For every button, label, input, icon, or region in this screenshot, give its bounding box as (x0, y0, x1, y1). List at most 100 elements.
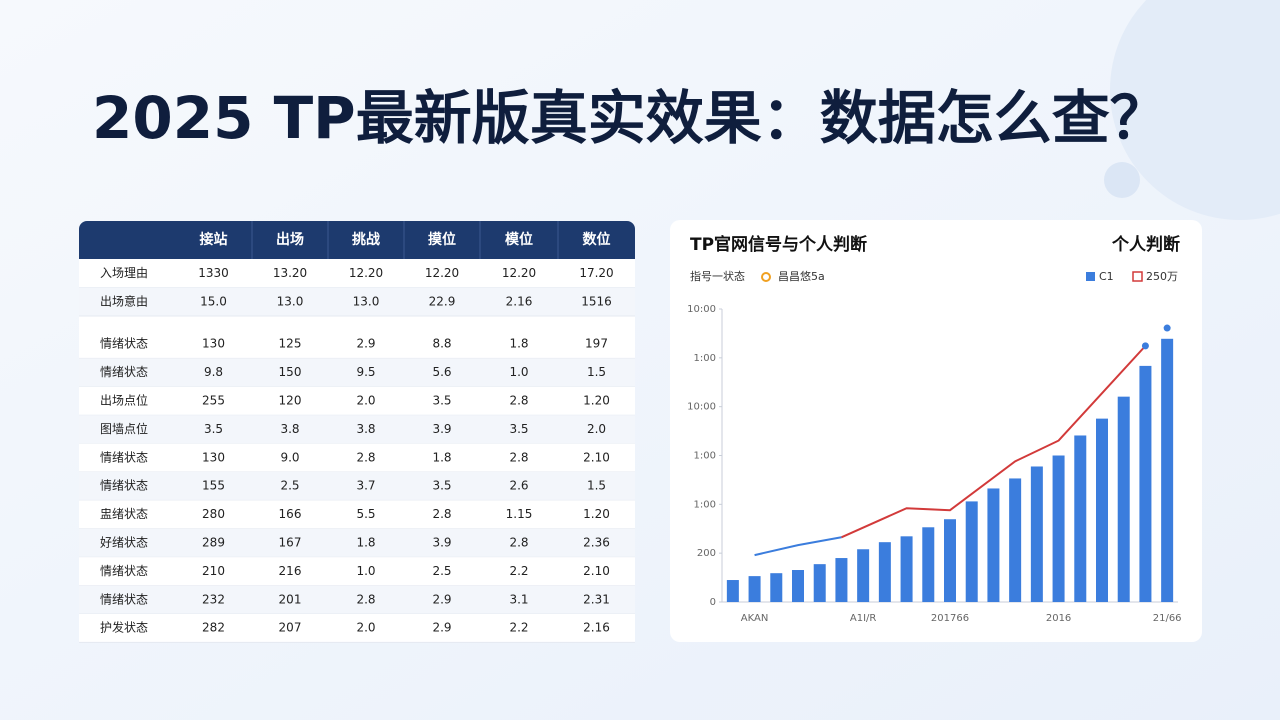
table-cell: 1516 (581, 294, 612, 308)
table-cell: 2.36 (583, 536, 610, 550)
table-cell: 12.20 (349, 266, 383, 280)
table-row (79, 585, 635, 614)
table-cell: 2.0 (587, 422, 606, 436)
annotation: 昌昌悠5a (778, 269, 825, 283)
table-cell: 1.20 (583, 507, 610, 521)
table-cell: 2.0 (356, 621, 375, 635)
row-label: 情绪状态 (100, 479, 148, 493)
line (841, 345, 1147, 539)
table-cell: 3.8 (356, 422, 375, 436)
table-cell: 1.5 (587, 479, 606, 493)
table-cell: 2.9 (356, 337, 375, 351)
bar (965, 501, 978, 602)
table-row (79, 614, 635, 643)
point (1141, 342, 1149, 350)
x-tick-label: 201766 (931, 613, 969, 624)
table-cell: 2.9 (432, 621, 451, 635)
legend-swatch (1086, 272, 1095, 281)
table-cell: 2.16 (583, 621, 610, 635)
decor (1104, 162, 1140, 198)
table-cell: 232 (202, 592, 225, 606)
table-cell: 2.5 (432, 564, 451, 578)
table-cell: 216 (279, 564, 302, 578)
table-cell: 1.8 (509, 337, 528, 351)
chart-panel (670, 220, 1202, 642)
y-tick-label: 10:00 (687, 402, 716, 413)
table-cell: 1.5 (587, 365, 606, 379)
bar (748, 576, 761, 602)
table-cell: 130 (202, 337, 225, 351)
bar (792, 570, 804, 602)
legend-swatch (1132, 271, 1143, 282)
table-cell: 3.1 (509, 592, 528, 606)
point (1163, 324, 1171, 332)
table-cell: 2.8 (509, 536, 528, 550)
row-label: 盅绪状态 (100, 507, 148, 521)
table-row (79, 358, 635, 387)
bar (813, 564, 826, 602)
table-cell: 1.20 (583, 394, 610, 408)
table-cell: 15.0 (200, 294, 227, 308)
table-cell: 2.8 (509, 450, 528, 464)
table-cell: 2.8 (432, 507, 451, 521)
bar (1117, 396, 1130, 602)
icon (761, 272, 771, 282)
line (754, 536, 842, 557)
table-cell: 3.7 (356, 479, 375, 493)
bar (1052, 455, 1065, 602)
bar (987, 488, 1000, 602)
x-tick-label: 21/66 (1153, 613, 1182, 624)
table-cell: 120 (279, 394, 302, 408)
table-cell: 210 (202, 564, 225, 578)
table-cell: 13.0 (353, 294, 380, 308)
table-cell: 5.6 (432, 365, 451, 379)
row-label: 情绪状态 (100, 592, 148, 606)
table-cell: 2.31 (583, 592, 610, 606)
table-cell: 9.5 (356, 365, 375, 379)
table-cell: 2.8 (509, 394, 528, 408)
table-cell: 1.8 (432, 450, 451, 464)
table-row (79, 287, 635, 316)
table-cell: 13.20 (273, 266, 307, 280)
table-cell: 1.15 (506, 507, 533, 521)
table-cell: 2.2 (509, 621, 528, 635)
bar (726, 580, 739, 602)
table-cell: 17.20 (579, 266, 613, 280)
table-cell: 2.9 (432, 592, 451, 606)
chart-right-label: 个人判断 (1111, 234, 1180, 255)
row-label: 护发状态 (100, 620, 148, 635)
table-row (79, 259, 635, 288)
legend-label: C1 (1099, 270, 1114, 283)
table-row (79, 415, 635, 444)
y-tick-label: 10:00 (687, 304, 716, 315)
table-cell: 9.8 (204, 365, 223, 379)
decor (1110, 0, 1280, 220)
table-cell: 5.5 (356, 507, 375, 521)
table-cell: 167 (279, 536, 302, 550)
bar (900, 536, 913, 602)
table-cell: 150 (279, 365, 302, 379)
bar (1030, 466, 1043, 602)
page-title: 2025 TP最新版真实效果：数据怎么查？ (92, 84, 1168, 152)
row-label: 好绪状态 (100, 536, 148, 550)
y-tick-label: 200 (697, 548, 716, 559)
bar (1009, 478, 1022, 602)
table-cell: 22.9 (429, 294, 456, 308)
table-row (79, 472, 635, 501)
row-label: 情绪状态 (100, 365, 148, 379)
table-cell: 2.0 (356, 394, 375, 408)
table-cell: 9.0 (280, 450, 299, 464)
table-cell: 2.8 (356, 592, 375, 606)
table-cell: 12.20 (502, 266, 536, 280)
legend-label: 250万 (1146, 270, 1178, 283)
row-label: 出场点位 (100, 393, 148, 408)
table-cell: 1.0 (356, 564, 375, 578)
table-cell: 2.5 (280, 479, 299, 493)
table-cell: 3.9 (432, 422, 451, 436)
x-tick-label: AKAN (741, 613, 769, 624)
table-cell: 207 (279, 621, 302, 635)
x-tick-label: A1I/R (850, 613, 877, 624)
table-cell: 197 (585, 337, 608, 351)
row-label: 入场理由 (100, 266, 148, 280)
column-header: 挑战 (352, 231, 380, 248)
